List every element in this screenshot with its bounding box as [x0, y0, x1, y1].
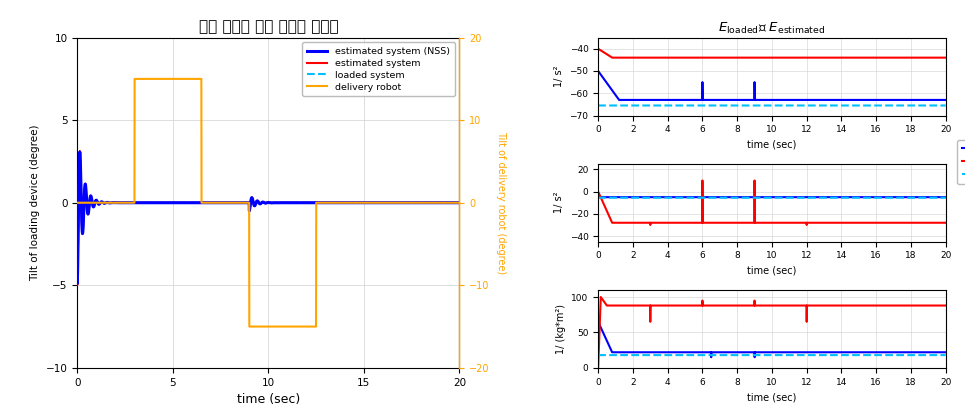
Line: delivery robot: delivery robot	[77, 79, 459, 326]
estimated system (NSS)	[234, 200, 246, 205]
estimated system	[71, 283, 83, 288]
X-axis label: time (sec): time (sec)	[236, 393, 300, 406]
Line: estimated system: estimated system	[77, 151, 459, 285]
Legend: estimated system (NSS), estimated system, loaded system, delivery robot: estimated system (NSS), estimated system…	[302, 42, 455, 96]
estimated system (NSS)	[263, 200, 275, 205]
estimated system	[234, 200, 246, 205]
delivery robot	[243, 324, 255, 329]
estimated system (NSS)	[74, 150, 86, 155]
X-axis label: time (sec): time (sec)	[747, 266, 797, 276]
Line: loaded system: loaded system	[77, 152, 459, 283]
delivery robot	[238, 200, 250, 205]
X-axis label: time (sec): time (sec)	[747, 140, 797, 150]
loaded system	[234, 200, 246, 205]
estimated system	[148, 200, 159, 205]
Y-axis label: 1/ s²: 1/ s²	[554, 192, 564, 214]
delivery robot	[128, 76, 140, 82]
estimated system (NSS)	[125, 200, 137, 205]
loaded system	[238, 200, 250, 205]
estimated system	[125, 200, 137, 205]
estimated system	[238, 200, 250, 205]
estimated system	[71, 200, 83, 205]
delivery robot	[263, 324, 275, 329]
estimated system (NSS)	[71, 281, 83, 286]
Title: $E_{\mathrm{loaded}}$와 $E_{\mathrm{estimated}}$: $E_{\mathrm{loaded}}$와 $E_{\mathrm{estim…	[718, 21, 825, 36]
Title: 적재 장치와 배송 로봇의 기울기: 적재 장치와 배송 로봇의 기울기	[199, 19, 338, 34]
Legend: estimated (NSS), estimated, loaded: estimated (NSS), estimated, loaded	[957, 140, 965, 184]
loaded system	[71, 200, 83, 205]
delivery robot	[148, 76, 159, 82]
loaded system	[74, 150, 86, 155]
loaded system	[125, 200, 137, 205]
delivery robot	[71, 200, 83, 205]
X-axis label: time (sec): time (sec)	[747, 392, 797, 402]
estimated system (NSS)	[71, 200, 83, 205]
estimated system (NSS)	[148, 200, 159, 205]
delivery robot	[332, 200, 344, 205]
estimated system (NSS)	[238, 200, 250, 205]
Y-axis label: Tilt of delivery robot (degree): Tilt of delivery robot (degree)	[496, 131, 507, 274]
estimated system	[454, 200, 465, 205]
loaded system	[263, 200, 275, 205]
loaded system	[71, 281, 83, 286]
loaded system	[454, 200, 465, 205]
estimated system	[74, 148, 86, 153]
estimated system (NSS)	[454, 200, 465, 205]
Y-axis label: 1/ s²: 1/ s²	[554, 66, 564, 87]
Y-axis label: 1/ (kg*m²): 1/ (kg*m²)	[556, 304, 565, 354]
estimated system	[332, 200, 344, 205]
delivery robot	[125, 200, 137, 205]
Line: estimated system (NSS): estimated system (NSS)	[77, 152, 459, 283]
delivery robot	[454, 200, 465, 205]
loaded system	[332, 200, 344, 205]
estimated system	[263, 200, 275, 205]
delivery robot	[234, 200, 246, 205]
Y-axis label: Tilt of loading device (degree): Tilt of loading device (degree)	[30, 125, 40, 281]
loaded system	[148, 200, 159, 205]
estimated system (NSS)	[332, 200, 344, 205]
